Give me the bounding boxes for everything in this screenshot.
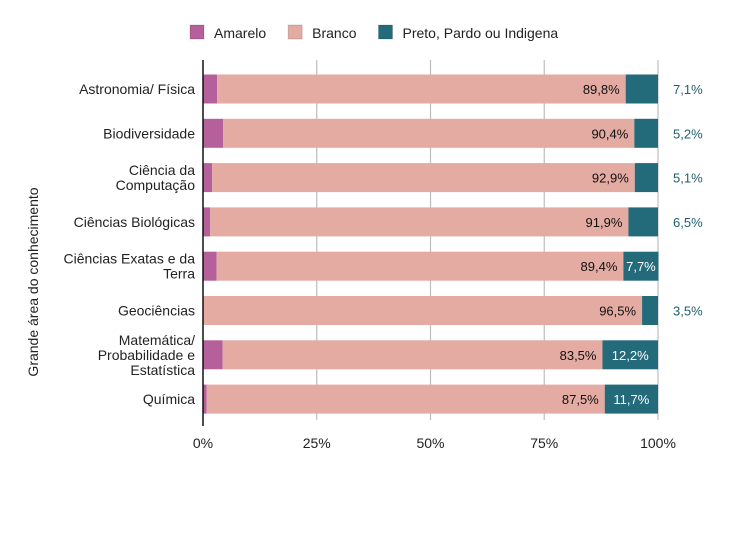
category-label: Ciência da <box>129 162 195 178</box>
bar-segment <box>222 340 603 370</box>
data-label: 96,5% <box>599 304 636 319</box>
data-label: 12,2% <box>612 348 649 363</box>
bar-segment <box>602 340 658 370</box>
bar-segment <box>206 384 605 414</box>
category-label: Ciências Exatas e da <box>63 251 195 267</box>
bar-segment <box>642 296 658 325</box>
bar-segment <box>604 384 658 414</box>
data-label: 83,5% <box>560 348 597 363</box>
bar-segment <box>217 74 626 104</box>
x-tick-label: 25% <box>303 435 331 451</box>
bar-segment <box>634 163 658 193</box>
bar-segment <box>203 384 207 414</box>
data-label: 7,1% <box>673 82 703 97</box>
legend-label: Amarelo <box>214 25 266 41</box>
bar-segment <box>623 251 659 281</box>
bar-segment <box>203 118 224 148</box>
category-label: Química <box>143 391 195 407</box>
category-label: Geociências <box>118 303 195 319</box>
data-label: 3,5% <box>673 304 703 319</box>
category-label: Astronomia/ Física <box>79 81 195 97</box>
legend-swatch <box>287 24 303 40</box>
bar-segment <box>212 163 635 193</box>
data-label: 90,4% <box>591 126 628 141</box>
bar-segment <box>628 207 658 237</box>
data-label: 89,4% <box>581 259 618 274</box>
category-label: Computação <box>116 177 196 193</box>
x-tick-label: 75% <box>530 435 558 451</box>
category-label: Ciências Biológicas <box>74 214 195 230</box>
x-tick-label: 50% <box>416 435 444 451</box>
data-label: 5,1% <box>673 171 703 186</box>
bar-segment <box>210 207 629 237</box>
data-label: 91,9% <box>586 215 623 230</box>
y-axis-title: Grande área do conhecimento <box>25 187 41 376</box>
bar-segment <box>634 118 658 148</box>
data-label: 89,8% <box>583 82 620 97</box>
bar-segment <box>216 251 624 281</box>
category-label: Probabilidade e <box>98 347 196 363</box>
bar-segment <box>203 207 211 237</box>
bar-segment <box>203 74 218 104</box>
category-label: Biodiversidade <box>103 125 195 141</box>
legend-label: Branco <box>312 25 357 41</box>
data-label: 5,2% <box>673 126 703 141</box>
bar-segment <box>223 118 635 148</box>
legend-swatch <box>189 24 205 40</box>
legend-swatch <box>378 24 393 40</box>
bar-segment <box>203 296 643 325</box>
data-label: 7,7% <box>626 259 656 274</box>
data-label: 11,7% <box>613 392 649 407</box>
bar-segment <box>203 251 217 281</box>
x-tick-label: 100% <box>640 435 676 451</box>
bar-segment <box>203 163 213 193</box>
data-label: 6,5% <box>673 215 703 230</box>
bar-segment <box>625 74 658 104</box>
data-label: 92,9% <box>592 171 629 186</box>
category-label: Estatística <box>130 362 195 378</box>
legend-label: Preto, Pardo ou Indigena <box>403 25 559 41</box>
bar-segment <box>203 340 223 370</box>
category-label: Matemática/ <box>119 332 195 348</box>
data-label: 87,5% <box>562 392 599 407</box>
category-label: Terra <box>163 266 195 282</box>
x-tick-label: 0% <box>193 435 213 451</box>
